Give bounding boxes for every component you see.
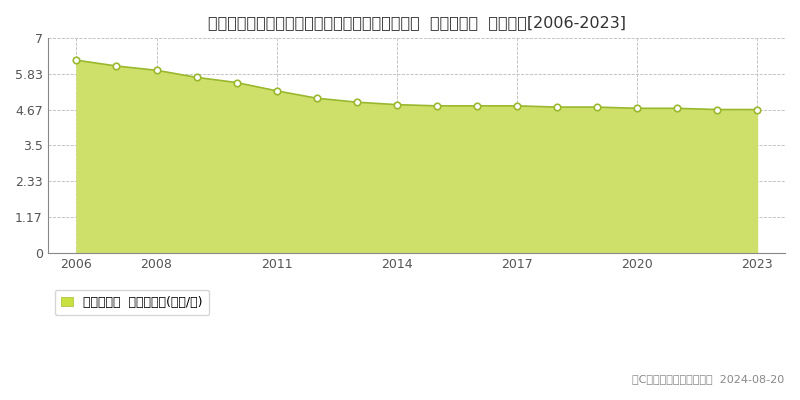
Point (630, 105, 643, 112)
Title: 福島県南会津郡南会津町田島字鎌倉崎乙２４番３  基準地価格  地価推移[2006-2023]: 福島県南会津郡南会津町田島字鎌倉崎乙２４番３ 基準地価格 地価推移[2006-2… (208, 15, 626, 30)
Point (550, 104, 563, 110)
Point (230, 79, 243, 86)
Point (150, 67, 163, 74)
Point (310, 95, 323, 101)
Legend: 基準地価格  平均坪単価(万円/坪): 基準地価格 平均坪単価(万円/坪) (54, 290, 209, 315)
Point (510, 103, 523, 109)
Point (430, 103, 443, 109)
Point (350, 99, 363, 105)
Point (670, 105, 683, 112)
Point (470, 103, 483, 109)
Point (190, 74, 203, 80)
Point (590, 104, 603, 110)
Point (270, 88, 283, 94)
Point (390, 102, 403, 108)
Text: （C）土地価格ドットコム  2024-08-20: （C）土地価格ドットコム 2024-08-20 (632, 374, 784, 384)
Point (110, 63, 123, 69)
Point (750, 106, 763, 113)
Point (710, 106, 723, 113)
Point (70, 57, 83, 63)
